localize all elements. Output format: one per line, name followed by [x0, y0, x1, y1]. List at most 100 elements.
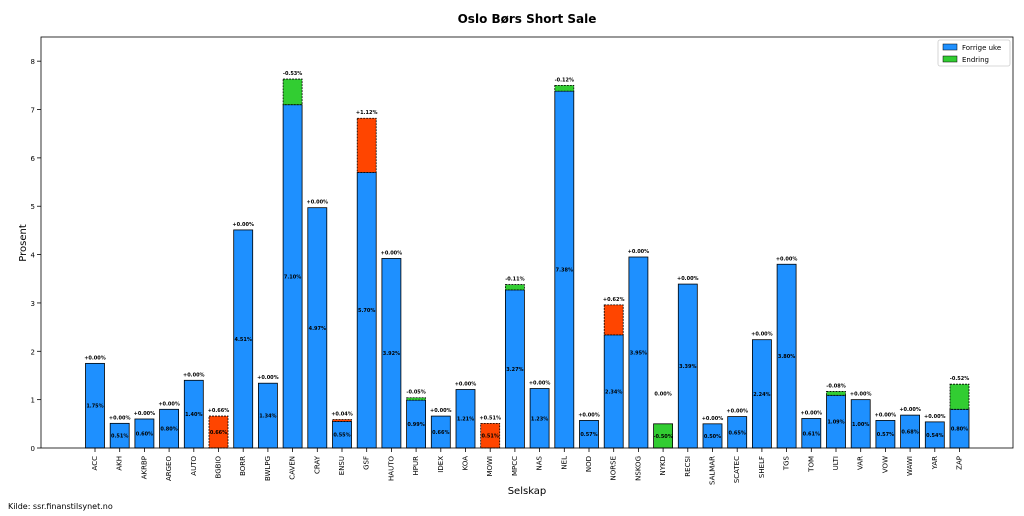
y-axis-label: Prosent	[18, 224, 29, 262]
bar-change-label: +0.00%	[801, 411, 823, 417]
bar-change-label: +0.00%	[924, 414, 946, 420]
x-tick-label: BWLPG	[264, 456, 272, 481]
bar-change-label: +0.00%	[232, 222, 254, 228]
bar-value-label: 0.80%	[951, 427, 968, 433]
bar-change-label: +0.62%	[603, 297, 625, 303]
bar-value-label: 5.70%	[358, 308, 375, 314]
bar-value-label: 0.57%	[877, 432, 894, 438]
bar-value-label: 0.51%	[482, 434, 499, 440]
x-tick-label: BGBIO	[215, 456, 223, 479]
y-tick-label: 7	[31, 107, 35, 115]
bar-change-label: +0.00%	[899, 407, 921, 413]
x-axis-label: Selskap	[508, 486, 547, 497]
bar-decrease	[554, 84, 575, 92]
x-tick-label: ACC	[91, 456, 99, 471]
bar-decrease	[826, 391, 846, 396]
bar-value-label: 7.10%	[284, 274, 301, 280]
bar-value-label: 0.68%	[901, 430, 918, 436]
bar-change-label: +0.00%	[677, 276, 699, 282]
bar-change-label: +0.00%	[776, 256, 798, 262]
legend-swatch-base	[942, 43, 958, 51]
bar-increase	[356, 117, 377, 173]
bar-value-label: 0.80%	[160, 427, 177, 433]
x-tick-label: NSKOG	[634, 456, 642, 481]
y-tick-label: 5	[31, 203, 35, 211]
bar-value-label: 2.34%	[605, 389, 622, 395]
x-tick-label: KOA	[462, 456, 470, 471]
x-tick-label: NAS	[536, 455, 544, 470]
y-tick-label: 3	[31, 300, 35, 308]
bar-value-label: 0.66%	[210, 430, 227, 436]
x-tick-label: NOD	[585, 456, 593, 472]
x-tick-label: NORSE	[610, 456, 618, 480]
source-note: Kilde: ssr.finanstilsynet.no	[8, 502, 113, 511]
x-tick-label: TGS	[783, 455, 791, 471]
bar-value-label: 1.09%	[827, 420, 844, 426]
bar-value-label: 0.57%	[580, 432, 597, 438]
bar-value-label: 3.95%	[630, 351, 647, 357]
legend-label-change: Endring	[962, 56, 989, 64]
bar-change-label: +0.00%	[578, 412, 600, 418]
y-tick-label: 6	[31, 155, 36, 163]
bar-change-label: +0.00%	[702, 416, 724, 422]
y-tick-label: 4	[31, 252, 36, 260]
bar-change-label: -0.08%	[826, 383, 845, 389]
bar-change-label: +1.12%	[356, 110, 378, 116]
x-tick-label: AKRBP	[140, 456, 148, 479]
x-tick-label: NEL	[560, 456, 568, 470]
x-tick-label: CAVEN	[289, 456, 297, 480]
x-tick-label: SCATEC	[733, 456, 741, 483]
bar-change-label: +0.00%	[381, 250, 403, 256]
bar-value-label: 2.24%	[753, 392, 770, 398]
x-tick-label: ZAP	[956, 456, 964, 470]
bar-change-label: +0.00%	[183, 372, 205, 378]
bar-value-label: 7.38%	[556, 268, 573, 274]
bar-increase	[480, 422, 501, 449]
x-tick-label: VAR	[857, 456, 865, 470]
x-tick-label: GSF	[363, 456, 371, 470]
bar-increase	[603, 304, 624, 336]
x-tick-label: ULTI	[832, 456, 840, 470]
bar-change-label: +0.00%	[158, 401, 180, 407]
y-tick-label: 8	[31, 58, 35, 66]
y-tick-label: 2	[31, 348, 35, 356]
bar-value-label: 0.65%	[729, 430, 746, 436]
bar-change-label: -0.11%	[505, 277, 524, 283]
bar-value-label: 1.40%	[185, 412, 202, 418]
bar-value-label: 4.97%	[309, 326, 326, 332]
bar-decrease	[406, 397, 427, 401]
chart-title: Oslo Børs Short Sale	[458, 12, 597, 26]
bar-change-label: -0.52%	[950, 376, 969, 382]
bar-change-label: +0.00%	[257, 375, 279, 381]
x-tick-label: SALMAR	[709, 456, 717, 485]
x-tick-label: ENSU	[338, 456, 346, 475]
bar-change-label: +0.00%	[751, 332, 773, 338]
bar-change-label: +0.00%	[430, 408, 452, 414]
bar-value-label: 1.23%	[531, 416, 548, 422]
bar-value-label: 0.54%	[926, 433, 943, 439]
bar-change-label: +0.00%	[726, 409, 748, 415]
bar-change-label: +0.00%	[529, 381, 551, 387]
bar-value-label: 0.60%	[136, 431, 153, 437]
plot-frame	[40, 36, 1014, 449]
x-tick-label: YAR	[931, 456, 939, 471]
x-tick-label: HAUTO	[387, 456, 395, 481]
y-tick-label: 1	[31, 397, 35, 405]
bar-decrease	[504, 284, 525, 291]
bar-change-label: +0.00%	[109, 415, 131, 421]
bar-change-label: +0.04%	[331, 411, 353, 417]
bar-value-label: 0.61%	[803, 431, 820, 437]
bar-decrease	[282, 78, 303, 106]
bar-decrease	[949, 383, 970, 410]
bar-value-label: 0.99%	[407, 422, 424, 428]
x-tick-label: AKH	[116, 456, 124, 471]
bar-change-label: +0.00%	[875, 412, 897, 418]
x-tick-label: HPUR	[412, 456, 420, 476]
bar-value-label: 0.51%	[111, 434, 128, 440]
y-tick-label: 0	[31, 445, 35, 453]
legend: Forrige uke Endring	[937, 39, 1011, 67]
x-tick-label: MPCC	[511, 456, 519, 476]
bar-value-label: 4.51%	[235, 337, 252, 343]
x-tick-label: RECSI	[684, 456, 692, 477]
